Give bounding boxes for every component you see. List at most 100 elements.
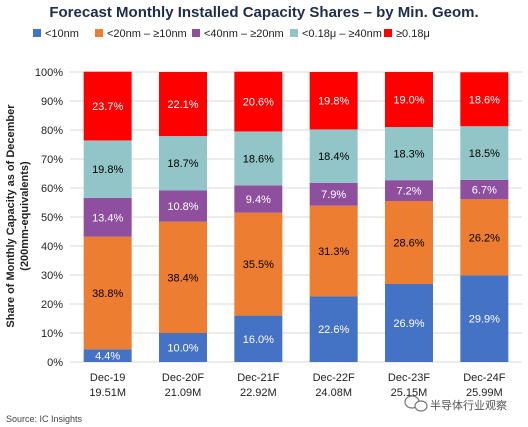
legend-entry: <20nm – ≥10nm [107, 28, 187, 40]
y-axis-ticks: 0% 10% 20% 30% 40% 50% 60% 70% 80% 90% 100% [35, 67, 63, 369]
data-label: 31.3% [318, 246, 349, 258]
gridlines [70, 71, 522, 363]
legend-entry: <10nm [45, 28, 79, 40]
bar-segment [159, 72, 207, 137]
data-label: 7.2% [396, 186, 421, 198]
bar-segment [234, 131, 283, 186]
bar-segment [159, 221, 207, 333]
watermark-text: 半导体行业观察 [430, 398, 507, 412]
bars: 4.4% 38.8% 13.4% 19.8% 23.7% 10.0% 38.4% 10.8% 1… [83, 71, 509, 363]
data-label: 20.6% [243, 97, 274, 109]
bar-segment [83, 349, 132, 362]
data-label: 19.8% [92, 164, 123, 176]
legend-entry: ≥0.18μ [396, 28, 430, 40]
data-label: 10.8% [167, 201, 198, 213]
data-label: 22.6% [318, 324, 349, 336]
bar-segment [460, 199, 509, 276]
data-label: 19.0% [393, 95, 424, 107]
bar-segment [385, 72, 433, 128]
legend-swatch [290, 29, 298, 37]
x-category-label: Dec-22F [313, 372, 355, 384]
y-tick-label: 0% [47, 357, 63, 369]
x-category-label: Dec-21F [237, 372, 279, 384]
legend-entry: <0.18μ – ≥40nm [302, 28, 382, 40]
data-label: 13.4% [92, 212, 123, 224]
y-tick-label: 40% [41, 241, 63, 253]
bar-segment [83, 71, 132, 141]
bar-segment [460, 126, 509, 180]
source-note: Source: IC Insights [6, 414, 83, 424]
y-axis-label-line2: (200mm-equivalents) [19, 161, 31, 271]
data-label: 35.5% [243, 259, 274, 271]
data-label: 29.9% [469, 314, 500, 326]
x-category-total: 21.09M [165, 387, 202, 399]
data-label: 16.0% [243, 334, 274, 346]
y-tick-label: 10% [41, 328, 63, 340]
y-tick-label: 30% [41, 270, 63, 282]
data-label: 38.4% [167, 272, 198, 284]
data-label: 18.7% [167, 158, 198, 170]
bar-segment [385, 201, 433, 284]
y-tick-label: 100% [35, 67, 63, 79]
data-label: 6.7% [472, 185, 497, 197]
bar-segment [460, 72, 509, 127]
data-label: 23.7% [92, 101, 123, 113]
x-category-total: 25.15M [391, 387, 428, 399]
bar-segment [309, 129, 358, 183]
bar-segment [309, 296, 358, 362]
data-label: 18.6% [469, 94, 500, 106]
bar-segment [385, 283, 433, 362]
data-label: 18.4% [318, 151, 349, 163]
bar-segment [159, 136, 207, 191]
x-category-label: Dec-23F [388, 372, 430, 384]
data-label: 4.4% [95, 351, 120, 363]
bar-segment [234, 71, 283, 132]
bar-segment [385, 127, 433, 181]
x-axis-categories: Dec-19 19.51M Dec-20F 21.09M Dec-21F 22.92M De… [89, 372, 505, 399]
bar-segment [309, 205, 358, 297]
legend-entry: <40nm – ≥20nm [204, 28, 284, 40]
bar-segment [234, 315, 283, 362]
bar-segment [234, 185, 283, 213]
legend-swatch [33, 29, 41, 37]
bar-segment [159, 333, 207, 362]
data-label: 18.3% [393, 149, 424, 161]
bar-segment [159, 190, 207, 222]
bar-segment [234, 212, 283, 316]
bar-segment [309, 72, 358, 130]
bar-segment [83, 197, 132, 237]
x-category-total: 19.51M [89, 387, 126, 399]
x-category-total: 22.92M [240, 387, 277, 399]
legend: <10nm <20nm – ≥10nm <40nm – ≥20nm <0.18μ – … [33, 28, 430, 40]
data-label: 28.6% [393, 238, 424, 250]
data-label: 22.1% [167, 99, 198, 111]
y-tick-label: 20% [41, 299, 63, 311]
x-category-label: Dec-19 [90, 372, 125, 384]
bar-segment [83, 140, 132, 198]
y-tick-label: 90% [41, 96, 63, 108]
data-label: 9.4% [246, 194, 271, 206]
data-label: 10.0% [167, 343, 198, 355]
legend-swatch [384, 29, 392, 37]
bar-segment [385, 180, 433, 202]
y-tick-label: 60% [41, 183, 63, 195]
data-label: 26.2% [469, 232, 500, 244]
y-axis-label-line1: Share of Monthly Capacity as of December [5, 104, 17, 328]
data-label: 18.6% [243, 153, 274, 165]
bar-segment [460, 275, 509, 362]
y-tick-label: 70% [41, 154, 63, 166]
data-label: 38.8% [92, 288, 123, 300]
watermark: 半导体行业观察 [404, 395, 507, 412]
bar-segment [309, 182, 358, 206]
bar-segment [83, 236, 132, 350]
x-category-total: 25.99M [466, 387, 503, 399]
x-category-label: Dec-20F [162, 372, 204, 384]
x-category-total: 24.08M [315, 387, 352, 399]
y-tick-label: 80% [41, 125, 63, 137]
data-label: 7.9% [321, 189, 346, 201]
data-label: 18.5% [469, 148, 500, 160]
legend-swatch [192, 29, 200, 37]
y-tick-label: 50% [41, 212, 63, 224]
data-label: 19.8% [318, 96, 349, 108]
